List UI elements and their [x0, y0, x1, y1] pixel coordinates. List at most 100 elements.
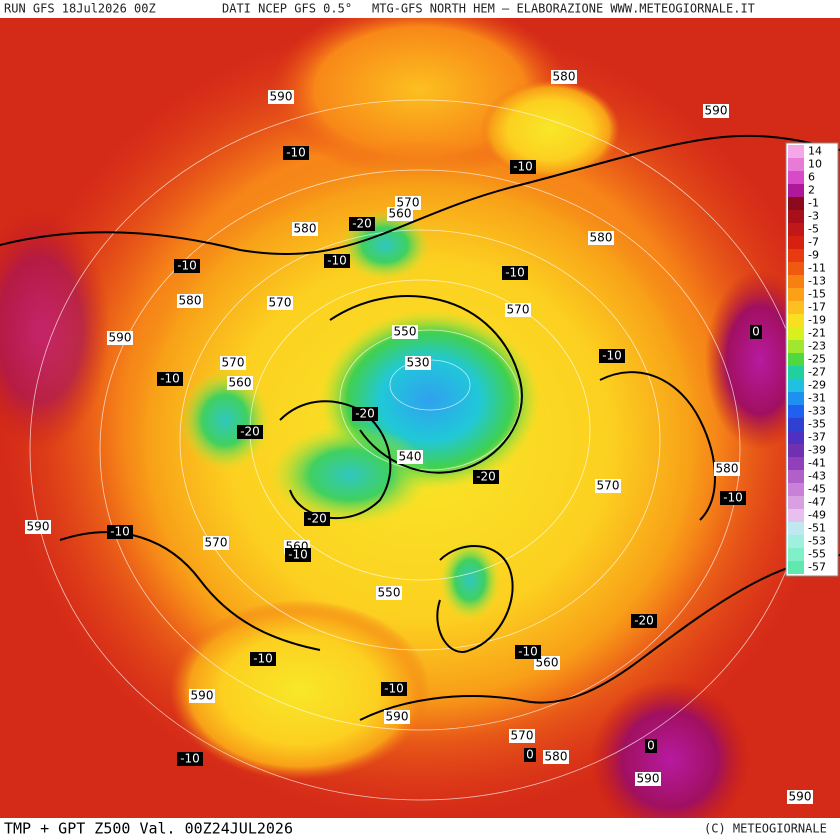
height-label: 590	[789, 790, 812, 804]
height-label-box	[397, 450, 423, 464]
temp-label-box	[237, 425, 263, 439]
height-label: 580	[545, 750, 568, 764]
legend-swatch	[788, 288, 804, 301]
footer-title: TMP + GPT Z500 Val. 00Z24JUL2026	[4, 820, 293, 838]
legend-swatch	[788, 431, 804, 444]
height-label-box	[405, 356, 431, 370]
temp-label-box	[645, 739, 657, 753]
height-label: 570	[269, 296, 292, 310]
footer-copyright: (C) METEOGIORNALE	[704, 822, 827, 836]
height-label: 580	[716, 462, 739, 476]
legend-label: -5	[808, 223, 819, 236]
legend-swatch	[788, 262, 804, 275]
temp-label: -20	[355, 407, 375, 421]
height-label: 580	[590, 231, 613, 245]
temp-label: -10	[513, 160, 533, 174]
temp-label-box	[349, 217, 375, 231]
legend-label: -37	[808, 431, 826, 444]
legend-swatch	[788, 535, 804, 548]
legend-label: -47	[808, 496, 826, 509]
legend-label: -53	[808, 535, 826, 548]
legend-swatch	[788, 184, 804, 197]
height-label: 570	[222, 356, 245, 370]
temp-label-box	[631, 614, 657, 628]
legend-label: -43	[808, 470, 826, 483]
height-label-box	[220, 356, 246, 370]
legend-swatch	[788, 483, 804, 496]
height-label: 560	[389, 207, 412, 221]
height-label: 590	[386, 710, 409, 724]
temp-label: -10	[160, 372, 180, 386]
height-label-box	[203, 536, 229, 550]
legend-label: -13	[808, 275, 826, 288]
temp-label-box	[250, 652, 276, 666]
height-label-box	[505, 303, 531, 317]
height-label-box	[177, 294, 203, 308]
legend-label: -1	[808, 197, 819, 210]
legend-swatch	[788, 496, 804, 509]
temp-label-box	[174, 259, 200, 273]
height-label-box	[392, 325, 418, 339]
height-label-box	[387, 207, 413, 221]
height-label: 570	[507, 303, 530, 317]
temp-label: 0	[647, 739, 655, 753]
temp-label: -10	[518, 645, 538, 659]
height-label-box	[714, 462, 740, 476]
temp-label: -10	[288, 548, 308, 562]
legend-swatch	[788, 444, 804, 457]
legend-label: -49	[808, 509, 826, 522]
temp-label-box	[720, 491, 746, 505]
height-label: 550	[378, 586, 401, 600]
height-label-box	[509, 729, 535, 743]
height-label: 590	[270, 90, 293, 104]
height-label-box	[376, 586, 402, 600]
legend-swatch	[788, 522, 804, 535]
temp-label: -10	[505, 266, 525, 280]
legend-label: -45	[808, 483, 826, 496]
legend-swatch	[788, 223, 804, 236]
legend-label: -57	[808, 561, 826, 574]
legend-label: -17	[808, 301, 826, 314]
temp-label: -20	[352, 217, 372, 231]
height-label: 560	[229, 376, 252, 390]
height-label: 590	[191, 689, 214, 703]
height-label: 570	[511, 729, 534, 743]
legend-label: -7	[808, 236, 819, 249]
temp-label: -10	[327, 254, 347, 268]
height-label-box	[107, 331, 133, 345]
legend-swatch	[788, 197, 804, 210]
height-label-box	[268, 90, 294, 104]
temp-label: -10	[253, 652, 273, 666]
legend-swatch	[788, 340, 804, 353]
temp-label: 0	[526, 748, 534, 762]
temp-label-box	[324, 254, 350, 268]
height-label: 590	[705, 104, 728, 118]
temp-label-box	[599, 349, 625, 363]
legend-swatch	[788, 353, 804, 366]
legend-swatch	[788, 158, 804, 171]
legend-label: -33	[808, 405, 826, 418]
height-label: 590	[27, 520, 50, 534]
legend-swatch	[788, 327, 804, 340]
temp-label-box	[304, 512, 330, 526]
temp-label: 0	[752, 325, 760, 339]
height-label-box	[534, 656, 560, 670]
height-label: 550	[394, 325, 417, 339]
legend-label: -9	[808, 249, 819, 262]
temp-label-box	[285, 548, 311, 562]
legend-swatch	[788, 509, 804, 522]
source-label: DATI NCEP GFS 0.5°	[222, 2, 352, 16]
temp-label: -10	[180, 752, 200, 766]
legend-label: -27	[808, 366, 826, 379]
temp-label: -10	[286, 146, 306, 160]
legend-label: -25	[808, 353, 826, 366]
temp-label-box	[157, 372, 183, 386]
temp-label: -20	[476, 470, 496, 484]
legend: 141062-1-3-5-7-9-11-13-15-17-19-21-23-25…	[785, 142, 839, 577]
height-label-box	[588, 231, 614, 245]
legend-label: -19	[808, 314, 826, 327]
